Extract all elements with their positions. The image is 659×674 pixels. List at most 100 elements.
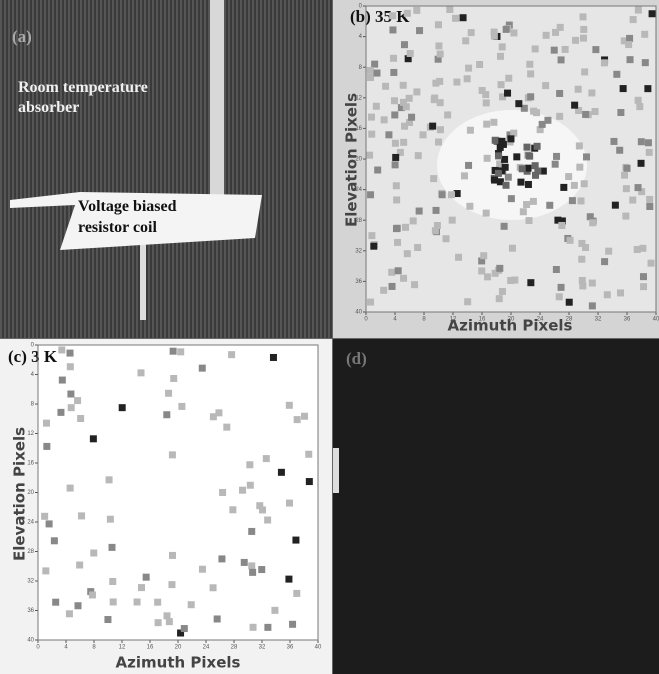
- pixel: [601, 258, 608, 265]
- pixel: [580, 26, 587, 33]
- x-tick-label: 28: [231, 645, 238, 651]
- y-tick-label: 32: [355, 248, 362, 254]
- pixel: [406, 95, 413, 102]
- pixel: [41, 513, 48, 520]
- pixel: [617, 109, 624, 116]
- pixel: [415, 152, 422, 159]
- pixel: [420, 131, 427, 138]
- pixel: [490, 119, 497, 126]
- x-tick-label: 20: [508, 317, 515, 323]
- pixel: [627, 56, 634, 63]
- pixel: [646, 196, 653, 203]
- x-axis-label: Azimuth Pixels: [116, 654, 241, 672]
- pixel: [400, 82, 407, 89]
- pixel: [373, 103, 380, 110]
- pixel: [580, 35, 587, 42]
- photo-background: [0, 0, 332, 338]
- pixel: [649, 10, 656, 17]
- y-tick-label: 24: [27, 520, 34, 526]
- pixel: [592, 46, 599, 53]
- pixel: [444, 111, 451, 118]
- y-tick-label: 32: [27, 579, 34, 585]
- x-tick-label: 24: [537, 317, 544, 323]
- pixel: [640, 273, 647, 280]
- pixel: [199, 365, 206, 372]
- pixel: [552, 161, 559, 168]
- pixel: [566, 299, 573, 306]
- pixel: [464, 75, 471, 82]
- stand: [140, 240, 146, 320]
- pixel: [642, 59, 649, 66]
- pixel: [437, 99, 444, 106]
- pixel: [648, 260, 655, 267]
- pixel: [465, 162, 472, 169]
- pixel: [645, 139, 652, 146]
- pixel: [578, 197, 585, 204]
- pixel: [509, 245, 516, 252]
- pixel: [546, 202, 553, 209]
- pixel: [107, 516, 114, 523]
- pixel: [429, 123, 436, 130]
- pixel: [389, 283, 396, 290]
- pixel: [67, 391, 74, 398]
- pixel: [583, 153, 590, 160]
- panel-background: [333, 339, 659, 674]
- pixel: [646, 149, 653, 156]
- pixel: [368, 114, 375, 121]
- pixel: [166, 618, 173, 625]
- pixel: [367, 67, 374, 74]
- pixel: [523, 144, 530, 151]
- x-tick-label: 24: [203, 645, 210, 651]
- pixel: [462, 37, 469, 44]
- pixel: [467, 127, 474, 134]
- pixel: [247, 482, 254, 489]
- pixel: [569, 197, 576, 204]
- pixel: [576, 142, 583, 149]
- pixel: [367, 74, 374, 81]
- pixel: [214, 615, 221, 622]
- pixel: [373, 70, 380, 77]
- pixel: [439, 191, 446, 198]
- pixel: [589, 302, 596, 309]
- pixel: [368, 232, 375, 239]
- pixel: [400, 275, 407, 282]
- pixel: [408, 114, 415, 121]
- pixel: [453, 79, 460, 86]
- pixel: [483, 210, 490, 217]
- pixel: [286, 402, 293, 409]
- x-tick-label: 16: [147, 645, 154, 651]
- pixel: [532, 45, 539, 52]
- pixel: [51, 537, 58, 544]
- y-tick-label: 24: [355, 187, 362, 193]
- pixel: [544, 117, 551, 124]
- pixel: [581, 180, 588, 187]
- pixel: [435, 139, 442, 146]
- pixel: [177, 348, 184, 355]
- pixel: [504, 90, 511, 97]
- pixel: [181, 625, 188, 632]
- pixel: [250, 624, 257, 631]
- pixel: [437, 51, 444, 58]
- pixel: [168, 581, 175, 588]
- pixel: [476, 61, 483, 68]
- pixel: [380, 287, 387, 294]
- y-tick-label: 16: [355, 126, 362, 132]
- pixel: [635, 97, 642, 104]
- pixel: [556, 113, 563, 120]
- pixel: [553, 266, 560, 273]
- pixel: [285, 576, 292, 583]
- pixel: [75, 602, 82, 609]
- plot-area: [38, 345, 318, 640]
- pixel: [390, 69, 397, 76]
- pixel: [59, 377, 66, 384]
- pixel: [381, 116, 388, 123]
- pixel: [42, 567, 49, 574]
- y-tick-label: 12: [355, 95, 362, 101]
- pixel: [134, 599, 141, 606]
- pixel: [432, 80, 439, 87]
- pixel: [448, 191, 455, 198]
- pixel: [578, 256, 585, 263]
- y-tick-label: 28: [27, 549, 34, 555]
- pixel: [437, 126, 444, 133]
- pixel: [435, 21, 442, 28]
